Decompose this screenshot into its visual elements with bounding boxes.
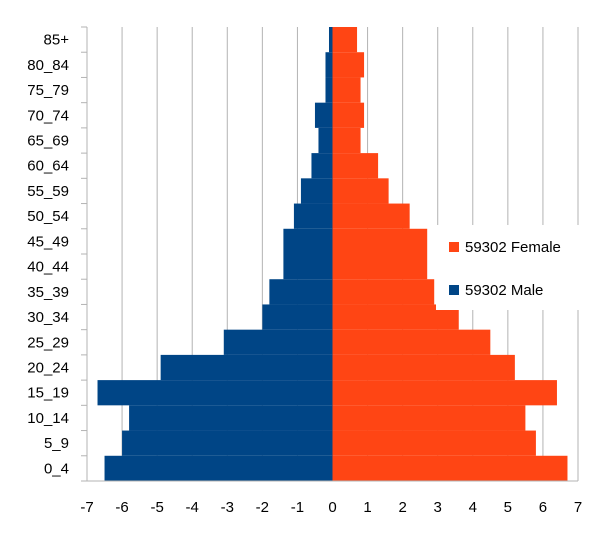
axes <box>81 26 578 482</box>
x-tick-label: -2 <box>256 499 269 516</box>
male-bar-10_14 <box>129 405 333 431</box>
bar-series <box>97 27 568 481</box>
y-tick-label: 15_19 <box>27 385 69 402</box>
female-bar-35_39 <box>332 279 435 305</box>
x-tick-labels: -7 -6 -5 -4 -3 -2 -1 0 1 2 3 4 5 6 7 <box>80 499 582 516</box>
x-tick-label: 5 <box>504 499 512 516</box>
female-bar-65_69 <box>332 127 361 154</box>
x-tick-label: -7 <box>80 499 93 516</box>
female-bar-85+ <box>332 27 358 53</box>
x-tick-label: -1 <box>291 499 304 516</box>
male-bar-30_34 <box>262 304 333 330</box>
y-tick-label: 70_74 <box>27 107 69 124</box>
male-bar-70_74 <box>314 102 333 128</box>
y-tick-label: 75_79 <box>27 82 69 99</box>
female-bar-80_84 <box>332 52 365 78</box>
x-tick-label: -4 <box>186 499 199 516</box>
male-bar-75_79 <box>325 77 333 103</box>
y-tick-label: 30_34 <box>27 309 69 326</box>
x-tick-label: 0 <box>328 499 336 516</box>
x-tick-label: -6 <box>115 499 128 516</box>
y-tick-label: 65_69 <box>27 133 69 150</box>
female-bar-20_24 <box>332 354 515 381</box>
y-tick-label: 80_84 <box>27 57 69 74</box>
male-bar-85+ <box>328 27 333 53</box>
male-bar-20_24 <box>160 354 333 381</box>
y-tick-label: 25_29 <box>27 334 69 351</box>
female-bar-45_49 <box>332 228 428 254</box>
x-tick-label: 6 <box>539 499 547 516</box>
female-bar-60_64 <box>332 153 379 179</box>
legend-label: 59302 Male <box>465 282 543 299</box>
legend-label: 59302 Female <box>465 239 561 256</box>
y-tick-label: 20_24 <box>27 360 69 377</box>
male-bar-45_49 <box>283 228 333 254</box>
male-bar-80_84 <box>325 52 333 78</box>
male-bar-40_44 <box>283 254 333 280</box>
y-tick-label: 50_54 <box>27 208 69 225</box>
female-bar-75_79 <box>332 77 361 103</box>
y-tick-label: 60_64 <box>27 158 69 175</box>
female-bar-50_54 <box>332 203 410 229</box>
x-tick-label: -3 <box>221 499 234 516</box>
y-tick-label: 45_49 <box>27 233 69 250</box>
y-tick-label: 35_39 <box>27 284 69 301</box>
x-tick-label: 2 <box>398 499 406 516</box>
male-bar-15_19 <box>97 380 333 406</box>
x-tick-label: 1 <box>363 499 371 516</box>
female-bar-10_14 <box>332 405 526 431</box>
male-bar-55_59 <box>300 178 333 204</box>
x-tick-label: 4 <box>469 499 477 516</box>
x-tick-label: 7 <box>574 499 582 516</box>
y-tick-labels: 0_4 5_9 10_14 15_19 20_24 25_29 30_34 35_39 40_4… <box>27 32 69 478</box>
male-bar-0_4 <box>104 455 333 481</box>
legend: 59302 Female 59302 Male <box>436 225 586 310</box>
female-bar-25_29 <box>332 329 491 355</box>
male-bar-50_54 <box>293 203 333 229</box>
female-bar-15_19 <box>332 380 557 406</box>
female-bar-70_74 <box>332 102 365 128</box>
y-tick-label: 55_59 <box>27 183 69 200</box>
female-bar-5_9 <box>332 430 536 456</box>
male-bar-60_64 <box>311 153 333 179</box>
female-bar-0_4 <box>332 455 568 481</box>
male-bar-35_39 <box>269 279 333 305</box>
male-bar-25_29 <box>223 329 333 355</box>
male-bar-5_9 <box>122 430 333 456</box>
male-bar-65_69 <box>318 127 333 154</box>
female-bar-55_59 <box>332 178 389 204</box>
y-tick-label: 10_14 <box>27 410 69 427</box>
y-tick-label: 5_9 <box>44 435 69 452</box>
female-bar-40_44 <box>332 254 428 280</box>
y-tick-label: 0_4 <box>44 460 69 477</box>
y-tick-label: 85+ <box>44 32 70 49</box>
legend-box <box>436 225 586 310</box>
legend-swatch <box>449 242 459 252</box>
y-tick-label: 40_44 <box>27 259 69 276</box>
legend-swatch <box>449 285 459 295</box>
x-tick-label: -5 <box>150 499 163 516</box>
x-tick-label: 3 <box>434 499 442 516</box>
